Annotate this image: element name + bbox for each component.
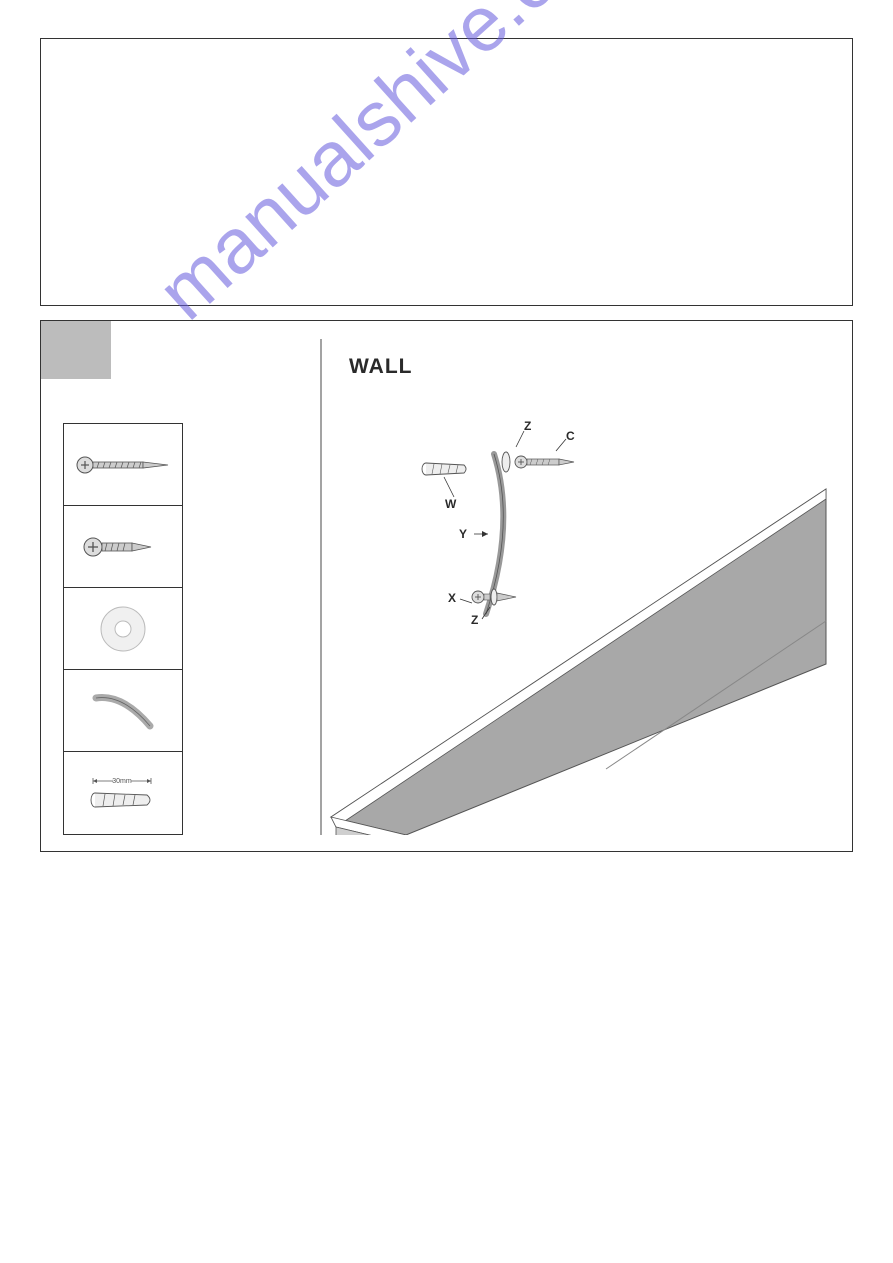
part-cell-strap [64,670,182,752]
parts-list: 30mm [63,423,183,835]
wall-plug-length-label: 30mm [112,778,132,785]
washer-icon [93,599,153,659]
callout-z-top: Z [524,419,531,433]
callout-y: Y [459,527,467,541]
callout-z-bot: Z [471,613,478,627]
part-cell-wall-plug: 30mm [64,752,182,834]
instruction-text-panel [40,38,853,306]
part-cell-long-screw [64,424,182,506]
wall-plug-icon: 30mm [73,768,173,818]
part-cell-washer [64,588,182,670]
callout-x: X [448,591,456,605]
long-wood-screw-icon [73,450,173,480]
callout-c: C [566,429,575,443]
assembly-diagram-panel: 30mm WALL [40,320,853,852]
callout-w: W [445,497,456,511]
assembly-diagram [216,339,836,835]
step-number-box [41,321,111,379]
restraint-strap-icon [78,686,168,736]
short-screw-icon [73,532,173,562]
part-cell-short-screw [64,506,182,588]
